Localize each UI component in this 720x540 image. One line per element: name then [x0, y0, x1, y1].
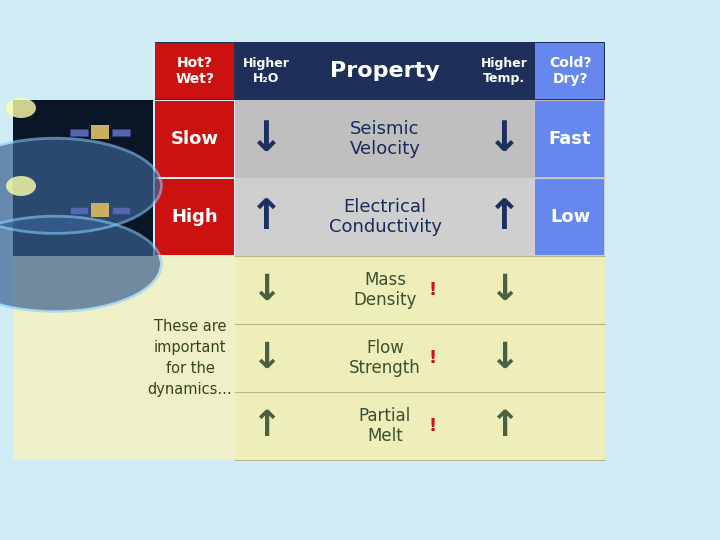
Text: !: ! — [429, 281, 437, 299]
Text: ↓: ↓ — [489, 341, 519, 375]
Text: Higher
Temp.: Higher Temp. — [480, 57, 528, 85]
FancyBboxPatch shape — [70, 129, 88, 136]
FancyBboxPatch shape — [91, 202, 109, 217]
Text: Cold?
Dry?: Cold? Dry? — [549, 56, 591, 86]
FancyBboxPatch shape — [13, 178, 153, 256]
FancyBboxPatch shape — [13, 100, 153, 178]
Text: ↓: ↓ — [251, 341, 281, 375]
Text: ↓: ↓ — [487, 118, 521, 160]
FancyBboxPatch shape — [155, 179, 234, 255]
Ellipse shape — [6, 98, 36, 118]
FancyBboxPatch shape — [91, 125, 109, 139]
Text: ↓: ↓ — [248, 118, 284, 160]
FancyBboxPatch shape — [235, 256, 605, 324]
FancyBboxPatch shape — [235, 178, 605, 256]
FancyBboxPatch shape — [155, 43, 234, 99]
Text: !: ! — [429, 417, 437, 435]
FancyBboxPatch shape — [235, 392, 605, 460]
Text: Higher
H₂O: Higher H₂O — [243, 57, 289, 85]
FancyBboxPatch shape — [112, 207, 130, 214]
Text: ↑: ↑ — [489, 409, 519, 443]
Ellipse shape — [0, 217, 160, 310]
Text: These are
important
for the
dynamics...: These are important for the dynamics... — [148, 319, 233, 397]
Text: !: ! — [429, 349, 437, 367]
Text: ↓: ↓ — [251, 273, 281, 307]
FancyBboxPatch shape — [535, 101, 604, 177]
Text: Hot?
Wet?: Hot? Wet? — [176, 56, 215, 86]
FancyBboxPatch shape — [535, 179, 604, 255]
FancyBboxPatch shape — [235, 100, 605, 178]
Text: Electrical
Conductivity: Electrical Conductivity — [328, 198, 441, 237]
FancyBboxPatch shape — [13, 256, 605, 460]
Ellipse shape — [6, 176, 36, 196]
FancyBboxPatch shape — [155, 101, 234, 177]
Text: Slow: Slow — [171, 130, 219, 148]
FancyBboxPatch shape — [112, 129, 130, 136]
Text: ↓: ↓ — [489, 273, 519, 307]
Text: High: High — [171, 208, 218, 226]
Text: Property: Property — [330, 61, 440, 81]
Ellipse shape — [0, 139, 160, 233]
FancyBboxPatch shape — [155, 42, 605, 100]
FancyBboxPatch shape — [535, 43, 604, 99]
Text: Flow
Strength: Flow Strength — [349, 339, 421, 377]
Text: Seismic
Velocity: Seismic Velocity — [350, 119, 420, 158]
FancyBboxPatch shape — [235, 324, 605, 392]
Text: Mass
Density: Mass Density — [354, 271, 417, 309]
Text: ↑: ↑ — [251, 409, 281, 443]
Text: Partial
Melt: Partial Melt — [359, 407, 411, 446]
Text: ↑: ↑ — [487, 196, 521, 238]
FancyBboxPatch shape — [70, 207, 88, 214]
Text: ↑: ↑ — [248, 196, 284, 238]
Text: Low: Low — [550, 208, 590, 226]
Text: Fast: Fast — [549, 130, 591, 148]
